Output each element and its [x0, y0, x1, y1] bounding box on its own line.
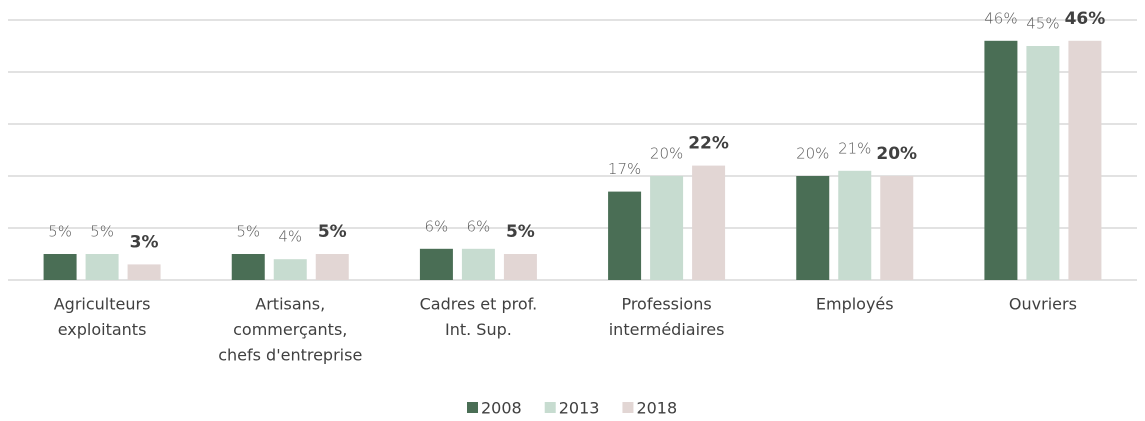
bar	[273, 259, 307, 280]
value-label: 22%	[688, 134, 729, 154]
value-label: 20%	[796, 145, 829, 163]
x-tick-label: chefs d'entreprise	[218, 346, 362, 365]
value-label: 6%	[425, 217, 449, 235]
bar	[692, 165, 726, 280]
bar	[838, 170, 872, 280]
x-tick-label: Cadres et prof.	[420, 295, 538, 314]
bar	[1026, 46, 1060, 280]
value-label: 5%	[48, 223, 72, 241]
value-label: 4%	[278, 228, 302, 246]
legend-swatch	[544, 402, 556, 413]
bar	[85, 254, 119, 280]
bar	[650, 176, 684, 280]
value-label: 17%	[608, 160, 641, 178]
legend-label: 2008	[481, 399, 522, 418]
bar	[608, 191, 642, 280]
x-tick-label: Artisans,	[255, 295, 325, 314]
legend-swatch	[467, 402, 478, 413]
x-tick-label: intermédiaires	[609, 320, 725, 339]
value-label: 20%	[650, 145, 683, 163]
value-label: 46%	[1065, 9, 1106, 29]
x-tick-label: Professions	[621, 295, 711, 314]
x-tick-label: Employés	[816, 295, 894, 314]
value-label: 5%	[318, 222, 347, 242]
bar	[461, 248, 495, 280]
value-label: 6%	[467, 217, 491, 235]
value-label: 3%	[130, 232, 159, 252]
legend-label: 2018	[636, 399, 677, 418]
value-label: 21%	[838, 139, 871, 157]
bar	[231, 254, 265, 280]
x-tick-label: exploitants	[58, 320, 147, 339]
bar	[43, 254, 77, 280]
legend-label: 2013	[559, 399, 600, 418]
x-tick-label: Ouvriers	[1009, 295, 1077, 314]
x-tick-label: Agriculteurs	[54, 295, 151, 314]
value-label: 20%	[876, 144, 917, 164]
value-label: 46%	[984, 9, 1017, 27]
bar	[127, 264, 161, 280]
bar	[880, 176, 914, 280]
legend-swatch	[622, 402, 634, 413]
value-label: 45%	[1026, 15, 1059, 33]
bar	[315, 254, 349, 280]
x-tick-label: Int. Sup.	[445, 320, 512, 339]
bar	[419, 248, 453, 280]
value-label: 5%	[506, 222, 535, 242]
value-label: 5%	[90, 223, 114, 241]
bar	[984, 40, 1018, 280]
x-tick-label: commerçants,	[233, 320, 347, 339]
bar	[503, 254, 537, 280]
value-label: 5%	[236, 223, 260, 241]
bar	[796, 176, 830, 280]
bar	[1068, 40, 1102, 280]
